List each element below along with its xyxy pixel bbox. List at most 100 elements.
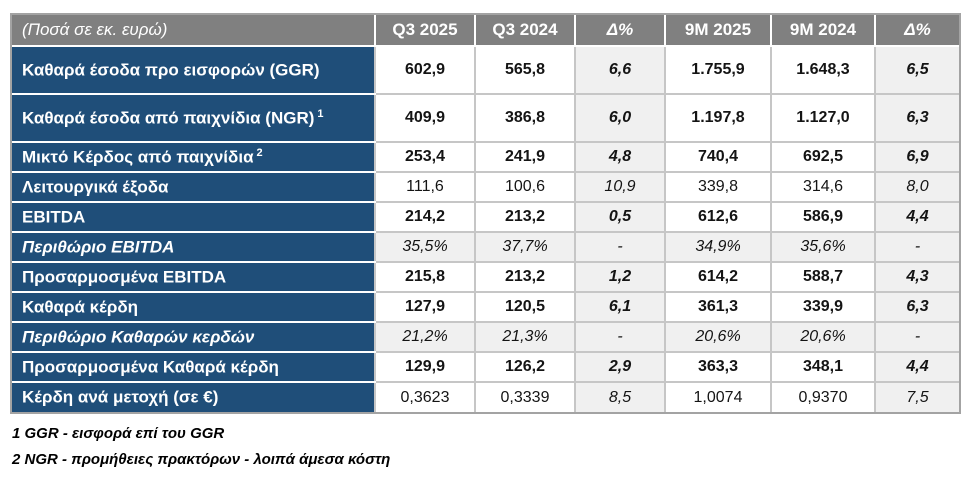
- value-cell: 602,9: [374, 45, 476, 95]
- column-header-9m-2025: 9M 2025: [664, 14, 772, 47]
- value-cell: 6,0: [574, 93, 666, 143]
- value-cell: 6,1: [574, 291, 666, 323]
- value-cell: 20,6%: [664, 321, 772, 353]
- row-label: Περιθώριο EBITDA: [11, 231, 376, 263]
- value-cell: 4,4: [874, 351, 960, 383]
- row-label-text: Προσαρμοσμένα EBITDA: [22, 267, 227, 287]
- value-cell: 386,8: [474, 93, 576, 143]
- footnote-marker: 2: [256, 146, 263, 159]
- row-label: Καθαρά κέρδη: [11, 291, 376, 323]
- value-cell: 7,5: [874, 381, 960, 413]
- unit-header-cell: (Ποσά σε εκ. ευρώ): [11, 14, 376, 47]
- footnote-marker: 1: [317, 107, 324, 120]
- value-cell: 241,9: [474, 141, 576, 173]
- value-cell: -: [574, 231, 666, 263]
- value-cell: 4,4: [874, 201, 960, 233]
- value-cell: 348,1: [770, 351, 876, 383]
- value-cell: 0,5: [574, 201, 666, 233]
- value-cell: 127,9: [374, 291, 476, 323]
- value-cell: 363,3: [664, 351, 772, 383]
- table-body: Καθαρά έσοδα προ εισφορών (GGR) 602,9 56…: [11, 45, 960, 413]
- value-cell: 214,2: [374, 201, 476, 233]
- row-label-text: Καθαρά κέρδη: [22, 297, 139, 317]
- value-cell: 409,9: [374, 93, 476, 143]
- value-cell: 34,9%: [664, 231, 772, 263]
- value-cell: 8,0: [874, 171, 960, 203]
- value-cell: 339,8: [664, 171, 772, 203]
- row-label-text: Περιθώριο Καθαρών κερδών: [22, 327, 255, 347]
- column-header-9m-2024: 9M 2024: [770, 14, 876, 47]
- value-cell: 253,4: [374, 141, 476, 173]
- value-cell: 8,5: [574, 381, 666, 413]
- row-label-text: EBITDA: [22, 207, 86, 227]
- row-label-text: Προσαρμοσμένα Καθαρά κέρδη: [22, 357, 279, 377]
- row-label: Κέρδη ανά μετοχή (σε €): [11, 381, 376, 413]
- footnote-1: 1 GGR - εισφορά επί του GGR: [12, 425, 225, 442]
- financial-results-table-wrapper: (Ποσά σε εκ. ευρώ) Q3 2025 Q3 2024 Δ% 9M…: [10, 13, 961, 414]
- value-cell: -: [574, 321, 666, 353]
- table-row: Καθαρά κέρδη 127,9 120,5 6,1 361,3 339,9…: [11, 291, 960, 323]
- value-cell: 4,3: [874, 261, 960, 293]
- table-row: Προσαρμοσμένα Καθαρά κέρδη 129,9 126,2 2…: [11, 351, 960, 383]
- value-cell: 4,8: [574, 141, 666, 173]
- value-cell: 215,8: [374, 261, 476, 293]
- table-row: Περιθώριο EBITDA 35,5% 37,7% - 34,9% 35,…: [11, 231, 960, 263]
- value-cell: 10,9: [574, 171, 666, 203]
- table-row: Περιθώριο Καθαρών κερδών 21,2% 21,3% - 2…: [11, 321, 960, 353]
- table-row: EBITDA 214,2 213,2 0,5 612,6 586,9 4,4: [11, 201, 960, 233]
- value-cell: 339,9: [770, 291, 876, 323]
- value-cell: 21,2%: [374, 321, 476, 353]
- table-row: Καθαρά έσοδα από παιχνίδια (NGR) 1 409,9 …: [11, 93, 960, 143]
- value-cell: 1.755,9: [664, 45, 772, 95]
- value-cell: 1,2: [574, 261, 666, 293]
- value-cell: 35,5%: [374, 231, 476, 263]
- value-cell: 6,9: [874, 141, 960, 173]
- row-label-text: Περιθώριο EBITDA: [22, 237, 175, 257]
- header-row: (Ποσά σε εκ. ευρώ) Q3 2025 Q3 2024 Δ% 9M…: [11, 14, 960, 47]
- value-cell: 111,6: [374, 171, 476, 203]
- value-cell: 213,2: [474, 261, 576, 293]
- value-cell: 692,5: [770, 141, 876, 173]
- value-cell: 0,3623: [374, 381, 476, 413]
- value-cell: 565,8: [474, 45, 576, 95]
- row-label: Προσαρμοσμένα EBITDA: [11, 261, 376, 293]
- value-cell: 20,6%: [770, 321, 876, 353]
- row-label: EBITDA: [11, 201, 376, 233]
- table-row: Καθαρά έσοδα προ εισφορών (GGR) 602,9 56…: [11, 45, 960, 95]
- row-label: Περιθώριο Καθαρών κερδών: [11, 321, 376, 353]
- value-cell: 6,6: [574, 45, 666, 95]
- footnotes: 1 GGR - εισφορά επί του GGR 2 NGR - προμ…: [12, 421, 390, 473]
- value-cell: 100,6: [474, 171, 576, 203]
- value-cell: 126,2: [474, 351, 576, 383]
- value-cell: 1.648,3: [770, 45, 876, 95]
- value-cell: 2,9: [574, 351, 666, 383]
- row-label-text: Μικτό Κέρδος από παιχνίδια: [22, 147, 254, 167]
- table-row: Προσαρμοσμένα EBITDA 215,8 213,2 1,2 614…: [11, 261, 960, 293]
- value-cell: 0,9370: [770, 381, 876, 413]
- value-cell: -: [874, 321, 960, 353]
- value-cell: 21,3%: [474, 321, 576, 353]
- row-label-text: Καθαρά έσοδα προ εισφορών (GGR): [22, 60, 320, 80]
- value-cell: 1.197,8: [664, 93, 772, 143]
- value-cell: 314,6: [770, 171, 876, 203]
- value-cell: 35,6%: [770, 231, 876, 263]
- table-row: Μικτό Κέρδος από παιχνίδια 2 253,4 241,9 …: [11, 141, 960, 173]
- value-cell: 6,3: [874, 93, 960, 143]
- table-row: Κέρδη ανά μετοχή (σε €) 0,3623 0,3339 8,…: [11, 381, 960, 413]
- value-cell: 361,3: [664, 291, 772, 323]
- column-header-delta-q3: Δ%: [574, 14, 666, 47]
- table-row: Λειτουργικά έξοδα 111,6 100,6 10,9 339,8…: [11, 171, 960, 203]
- value-cell: 586,9: [770, 201, 876, 233]
- row-label: Καθαρά έσοδα προ εισφορών (GGR): [11, 45, 376, 95]
- value-cell: 1.127,0: [770, 93, 876, 143]
- value-cell: 37,7%: [474, 231, 576, 263]
- footnote-2: 2 NGR - προμήθειες πρακτόρων - λοιπά άμε…: [12, 451, 391, 468]
- value-cell: 6,3: [874, 291, 960, 323]
- row-label-text: Λειτουργικά έξοδα: [22, 177, 169, 197]
- value-cell: 588,7: [770, 261, 876, 293]
- column-header-q3-2025: Q3 2025: [374, 14, 476, 47]
- financial-results-table: (Ποσά σε εκ. ευρώ) Q3 2025 Q3 2024 Δ% 9M…: [11, 14, 960, 413]
- value-cell: 0,3339: [474, 381, 576, 413]
- value-cell: 612,6: [664, 201, 772, 233]
- row-label-text: Καθαρά έσοδα από παιχνίδια (NGR): [22, 108, 315, 128]
